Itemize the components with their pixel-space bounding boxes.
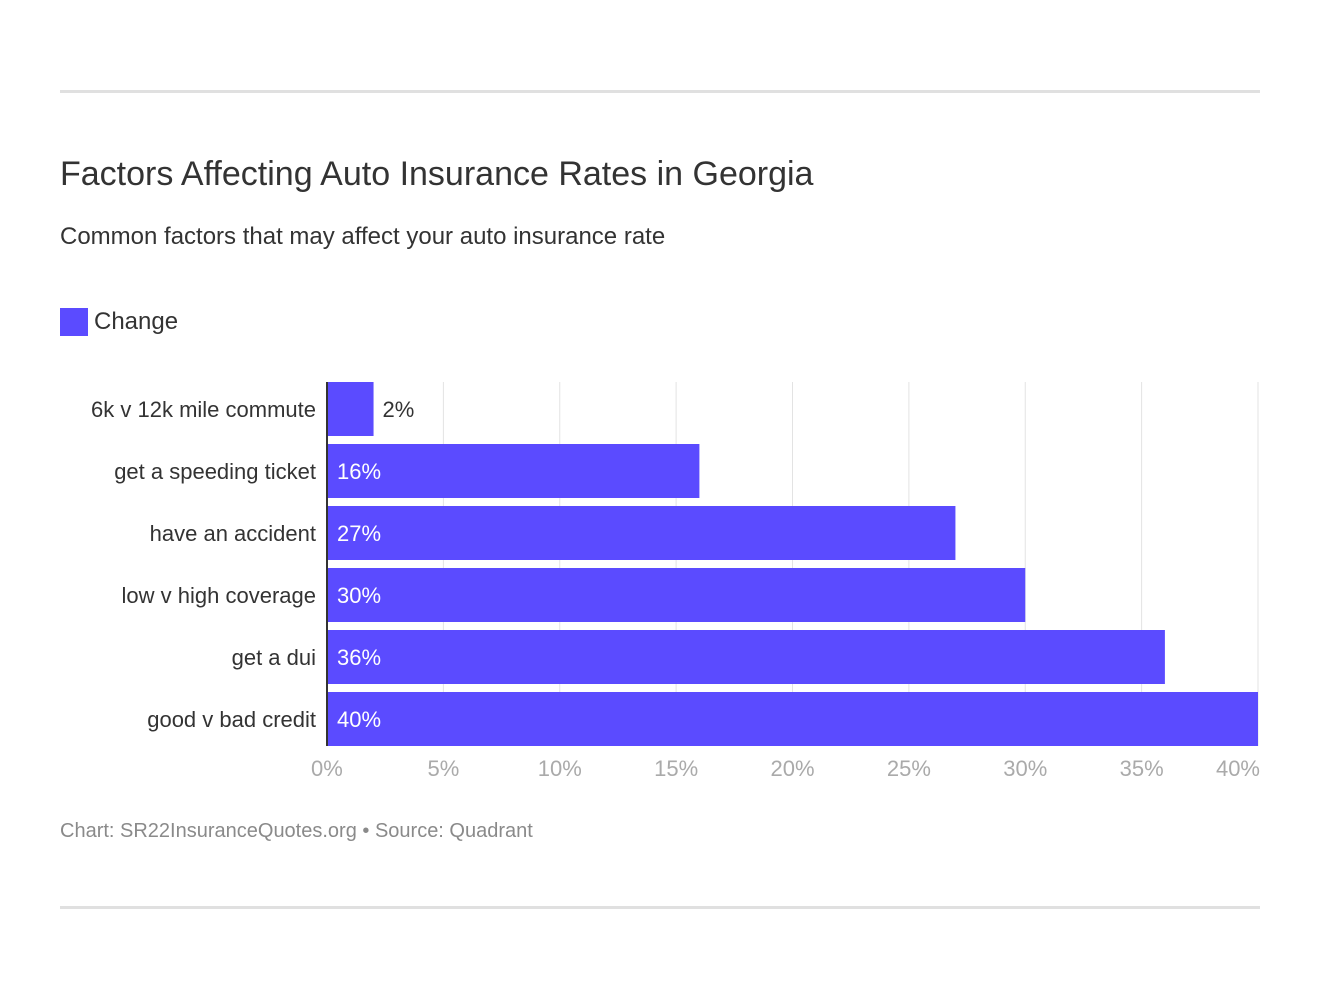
bottom-rule (60, 906, 1260, 909)
data-label: 16% (337, 459, 381, 484)
x-tick-label: 25% (887, 756, 931, 781)
top-rule (60, 90, 1260, 93)
chart-subtitle: Common factors that may affect your auto… (60, 223, 666, 250)
data-label: 27% (337, 521, 381, 546)
x-tick-label: 20% (770, 756, 814, 781)
data-label: 36% (337, 645, 381, 670)
x-tick-label: 5% (427, 756, 459, 781)
data-label: 30% (337, 583, 381, 608)
data-label: 40% (337, 707, 381, 732)
bar (327, 382, 374, 436)
x-tick-label: 35% (1120, 756, 1164, 781)
x-tick-label: 30% (1003, 756, 1047, 781)
bar (327, 506, 956, 560)
x-tick-label: 0% (311, 756, 343, 781)
bar (327, 630, 1165, 684)
data-label: 2% (383, 397, 415, 422)
legend-swatch (60, 308, 88, 336)
chart-title: Factors Affecting Auto Insurance Rates i… (60, 155, 814, 193)
category-label: 6k v 12k mile commute (91, 397, 316, 422)
chart-footer: Chart: SR22InsuranceQuotes.org • Source:… (60, 820, 533, 842)
category-label: get a speeding ticket (114, 459, 316, 484)
x-tick-label: 40% (1216, 756, 1260, 781)
bar (327, 444, 700, 498)
x-tick-label: 15% (654, 756, 698, 781)
legend: Change (60, 308, 178, 336)
category-label: have an accident (150, 521, 316, 546)
bar (327, 692, 1258, 746)
legend-label: Change (94, 308, 179, 335)
bar (327, 568, 1026, 622)
category-label: low v high coverage (122, 583, 316, 608)
category-label: get a dui (232, 645, 316, 670)
x-tick-label: 10% (538, 756, 582, 781)
category-label: good v bad credit (147, 707, 316, 732)
